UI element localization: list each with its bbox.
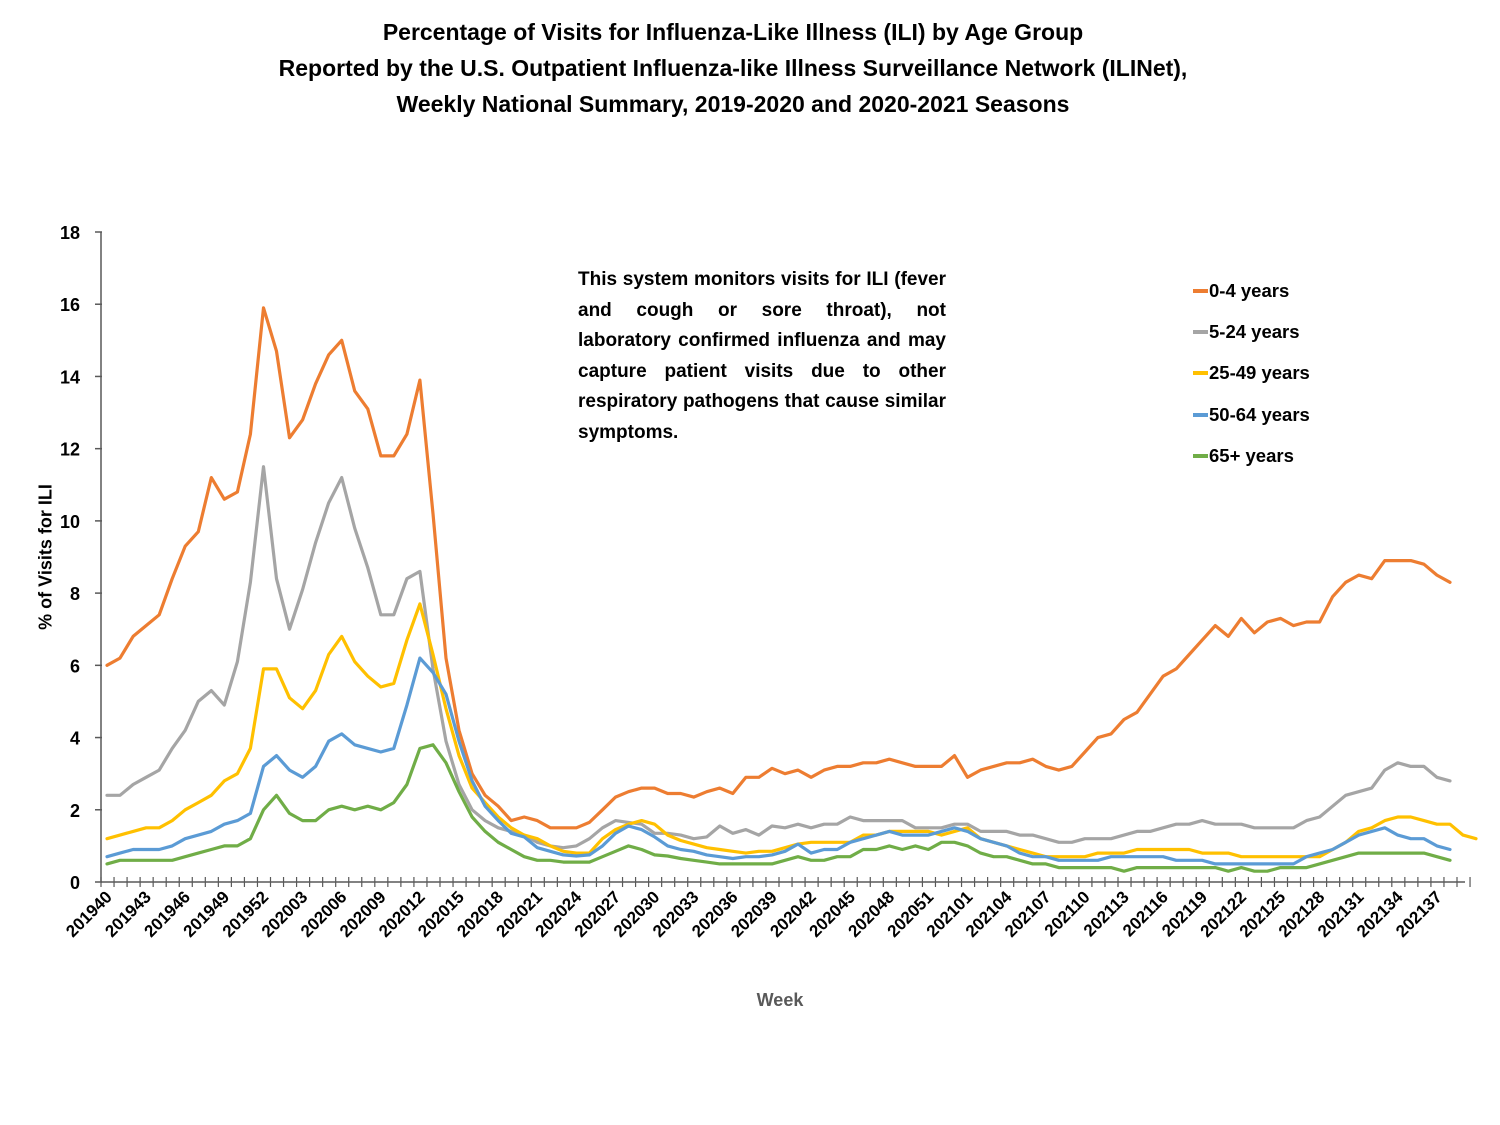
y-tick-label: 14	[60, 367, 80, 387]
series-line-5-24-years	[105, 465, 1452, 850]
legend-item: 65+ years	[1193, 435, 1310, 476]
series-line-25-49-years	[105, 602, 1478, 859]
y-tick-label: 12	[60, 440, 80, 460]
legend-item: 0-4 years	[1193, 270, 1310, 311]
y-tick-label: 4	[70, 729, 80, 749]
chart-title: Percentage of Visits for Influenza-Like …	[0, 14, 1466, 122]
legend-item: 25-49 years	[1193, 353, 1310, 394]
series-line-0-4-years	[105, 306, 1452, 830]
legend-swatch	[1193, 412, 1208, 417]
chart-title-line-2: Reported by the U.S. Outpatient Influenz…	[278, 55, 1188, 81]
legend-swatch	[1193, 329, 1208, 334]
y-tick-label: 10	[60, 512, 80, 532]
x-axis-label: Week	[756, 990, 804, 1010]
legend-label: 50-64 years	[1209, 403, 1310, 425]
legend-swatch	[1193, 371, 1208, 376]
legend-label: 65+ years	[1209, 444, 1294, 466]
y-tick-label: 16	[60, 295, 80, 315]
legend-item: 50-64 years	[1193, 394, 1310, 435]
y-tick-label: 18	[60, 223, 80, 243]
legend-item: 5-24 years	[1193, 311, 1310, 352]
chart-title-line-3: Weekly National Summary, 2019-2020 and 2…	[396, 91, 1070, 117]
y-tick-label: 8	[70, 584, 80, 604]
legend-label: 25-49 years	[1209, 362, 1310, 384]
chart-title-line-1: Percentage of Visits for Influenza-Like …	[382, 19, 1084, 45]
series-line-50-64-years	[105, 656, 1452, 866]
y-tick-label: 6	[70, 656, 80, 676]
legend-label: 5-24 years	[1209, 320, 1300, 342]
legend-swatch	[1193, 288, 1208, 293]
series-lines	[105, 306, 1478, 873]
y-axis-label: % of Visits for ILI	[35, 484, 56, 630]
legend-swatch	[1193, 453, 1208, 458]
legend-label: 0-4 years	[1209, 279, 1290, 301]
series-line-65-years	[105, 743, 1452, 873]
legend: 0-4 years 5-24 years 25-49 years 50-64 year…	[1193, 270, 1310, 476]
chart-annotation: This system monitors visits for ILI (fev…	[578, 269, 946, 443]
y-tick-label: 2	[70, 801, 80, 821]
y-tick-label: 0	[70, 873, 80, 893]
